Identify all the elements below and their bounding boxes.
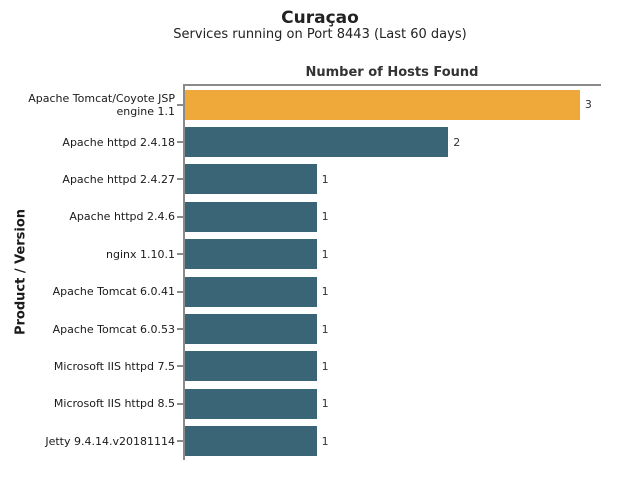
bar-rows: Apache Tomcat/Coyote JSP engine 1.1 3 Apac…: [28, 86, 601, 460]
bar: [185, 314, 317, 345]
bar-row: Apache Tomcat 6.0.41 1: [53, 273, 601, 310]
bar: [185, 239, 317, 270]
bar-row: Apache httpd 2.4.27 1: [62, 161, 601, 198]
y-axis-label: Product / Version: [13, 208, 29, 336]
axis-tick-icon: [177, 178, 183, 181]
plot-area: Apache Tomcat/Coyote JSP engine 1.1 3 Apac…: [28, 84, 601, 460]
category-label: Apache httpd 2.4.6: [69, 210, 175, 224]
value-label: 1: [321, 397, 329, 411]
category-label: Microsoft IIS httpd 8.5: [53, 397, 175, 411]
bar-row: nginx 1.10.1 1: [106, 236, 601, 273]
chart-title: Number of Hosts Found: [305, 65, 479, 80]
category-label: Apache Tomcat/Coyote JSP engine 1.1: [28, 91, 175, 118]
axis-tick-icon: [177, 365, 183, 368]
category-label: Apache Tomcat 6.0.53: [52, 322, 175, 336]
value-label: 1: [321, 322, 329, 336]
axis-tick-icon: [177, 290, 183, 293]
axis-tick-icon: [177, 141, 183, 144]
page-subtitle: Services running on Port 8443 (Last 60 d…: [173, 27, 467, 42]
bar: [185, 89, 580, 120]
bar: [185, 164, 317, 195]
value-label: 1: [321, 172, 329, 186]
category-label: nginx 1.10.1: [106, 247, 175, 261]
axis-tick-icon: [177, 253, 183, 256]
value-label: 1: [321, 359, 329, 373]
bar: [185, 127, 449, 158]
axis-tick-icon: [177, 402, 183, 405]
value-label: 1: [321, 247, 329, 261]
category-label: Microsoft IIS httpd 7.5: [53, 359, 175, 373]
axis-tick-icon: [177, 328, 183, 331]
value-label: 1: [321, 285, 329, 299]
bar-row: Microsoft IIS httpd 8.5 1: [54, 385, 601, 422]
bar: [185, 426, 317, 457]
bar-row: Microsoft IIS httpd 7.5 1: [54, 348, 601, 385]
axis-tick-icon: [177, 103, 183, 106]
bar-row: Apache Tomcat/Coyote JSP engine 1.1 3: [28, 86, 601, 123]
bar-row: Apache httpd 2.4.18 2: [62, 123, 601, 160]
bar: [185, 201, 317, 232]
category-label: Apache Tomcat 6.0.41: [52, 285, 175, 299]
bar-row: Apache Tomcat 6.0.53 1: [53, 310, 601, 347]
category-label: Jetty 9.4.14.v20181114: [45, 434, 175, 448]
bar: [185, 388, 317, 419]
axis-tick-icon: [177, 215, 183, 218]
value-label: 3: [584, 98, 592, 112]
bar-row: Apache httpd 2.4.6 1: [69, 198, 601, 235]
value-label: 1: [321, 434, 329, 448]
page-title: Curaçao: [281, 8, 359, 28]
value-label: 2: [453, 135, 461, 149]
category-label: Apache httpd 2.4.18: [62, 135, 175, 149]
value-label: 1: [321, 210, 329, 224]
bar: [185, 351, 317, 382]
bar-row: Jetty 9.4.14.v20181114 1: [45, 423, 601, 460]
category-label: Apache httpd 2.4.27: [62, 172, 175, 186]
bar: [185, 276, 317, 307]
axis-tick-icon: [177, 440, 183, 443]
